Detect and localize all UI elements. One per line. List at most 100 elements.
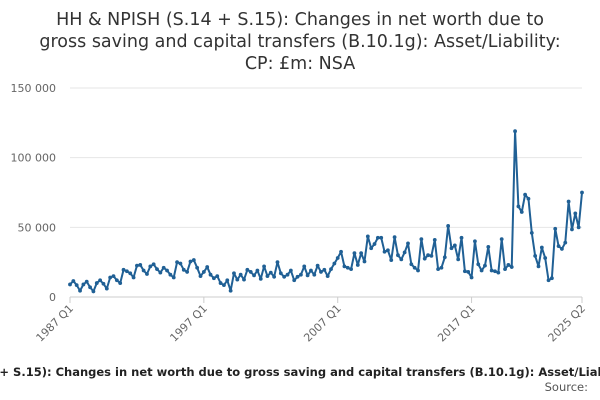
data-point[interactable]	[399, 257, 404, 262]
data-point[interactable]	[195, 265, 200, 270]
data-point[interactable]	[479, 268, 484, 273]
data-point[interactable]	[452, 243, 457, 248]
data-point[interactable]	[98, 278, 103, 283]
data-point[interactable]	[533, 254, 538, 258]
data-point[interactable]	[175, 260, 179, 265]
data-point[interactable]	[523, 192, 528, 197]
data-point[interactable]	[483, 263, 487, 268]
data-point[interactable]	[71, 279, 76, 283]
data-point[interactable]	[124, 269, 129, 274]
data-point[interactable]	[456, 257, 461, 262]
data-point[interactable]	[432, 237, 437, 242]
data-point[interactable]	[486, 244, 491, 249]
data-point[interactable]	[352, 251, 357, 256]
data-point[interactable]	[309, 268, 313, 273]
data-point[interactable]	[556, 244, 561, 249]
data-point[interactable]	[268, 270, 273, 275]
data-point[interactable]	[292, 278, 297, 283]
data-point[interactable]	[135, 263, 139, 268]
data-point[interactable]	[205, 265, 210, 269]
data-point[interactable]	[255, 268, 260, 273]
data-point[interactable]	[459, 235, 464, 240]
data-point[interactable]	[151, 262, 156, 267]
data-point[interactable]	[439, 265, 444, 270]
data-point[interactable]	[375, 235, 380, 240]
data-point[interactable]	[422, 256, 427, 261]
data-point[interactable]	[442, 255, 447, 260]
data-point[interactable]	[305, 273, 310, 278]
data-point[interactable]	[529, 231, 534, 235]
data-point[interactable]	[503, 267, 507, 272]
data-point[interactable]	[419, 237, 424, 242]
data-point[interactable]	[282, 274, 287, 279]
data-point[interactable]	[576, 225, 581, 230]
data-point[interactable]	[369, 246, 374, 251]
data-point[interactable]	[339, 249, 343, 254]
data-point[interactable]	[543, 256, 548, 260]
data-point[interactable]	[275, 260, 280, 265]
data-point[interactable]	[392, 235, 397, 239]
data-point[interactable]	[198, 274, 203, 278]
data-point[interactable]	[329, 267, 333, 272]
data-point[interactable]	[288, 268, 293, 273]
data-point[interactable]	[225, 278, 230, 283]
data-point[interactable]	[235, 277, 240, 282]
data-point[interactable]	[88, 285, 92, 290]
data-point[interactable]	[446, 224, 451, 228]
data-point[interactable]	[372, 242, 377, 246]
data-point[interactable]	[91, 289, 96, 294]
data-point[interactable]	[128, 271, 133, 276]
data-point[interactable]	[493, 269, 497, 274]
data-point[interactable]	[285, 272, 290, 277]
data-point[interactable]	[553, 226, 558, 231]
data-point[interactable]	[222, 283, 226, 288]
data-point[interactable]	[473, 239, 477, 244]
data-point[interactable]	[232, 271, 236, 276]
data-point[interactable]	[101, 281, 106, 286]
data-point[interactable]	[81, 282, 86, 287]
data-point[interactable]	[560, 247, 564, 251]
data-point[interactable]	[218, 281, 223, 285]
data-point[interactable]	[335, 256, 340, 260]
data-point[interactable]	[466, 270, 471, 274]
data-point[interactable]	[252, 273, 256, 278]
data-point[interactable]	[519, 210, 524, 214]
data-point[interactable]	[516, 204, 521, 209]
data-point[interactable]	[396, 253, 400, 258]
data-point[interactable]	[509, 265, 514, 269]
data-point[interactable]	[436, 267, 440, 272]
data-point[interactable]	[570, 227, 574, 232]
data-point[interactable]	[469, 275, 474, 280]
data-point[interactable]	[365, 234, 370, 239]
data-point[interactable]	[262, 264, 266, 269]
data-point[interactable]	[402, 250, 407, 255]
data-point[interactable]	[449, 246, 454, 251]
data-point[interactable]	[258, 276, 263, 281]
data-point[interactable]	[406, 241, 410, 246]
data-point[interactable]	[496, 270, 501, 275]
data-point[interactable]	[315, 263, 320, 268]
data-point[interactable]	[78, 288, 82, 293]
data-point[interactable]	[181, 267, 186, 272]
data-point[interactable]	[325, 274, 330, 278]
data-point[interactable]	[345, 265, 350, 270]
data-point[interactable]	[546, 278, 551, 283]
data-point[interactable]	[188, 259, 193, 264]
data-point[interactable]	[104, 286, 109, 291]
data-point[interactable]	[489, 268, 494, 273]
data-point[interactable]	[359, 251, 364, 256]
data-point[interactable]	[245, 267, 250, 272]
data-point[interactable]	[148, 264, 153, 269]
data-point[interactable]	[242, 277, 246, 282]
data-point[interactable]	[228, 288, 233, 293]
data-point[interactable]	[215, 274, 220, 278]
data-point[interactable]	[332, 261, 337, 266]
data-point[interactable]	[319, 270, 323, 274]
data-point[interactable]	[118, 281, 123, 285]
data-point[interactable]	[131, 275, 136, 280]
data-point[interactable]	[145, 272, 149, 276]
data-point[interactable]	[138, 263, 143, 267]
data-point[interactable]	[171, 275, 176, 280]
data-point[interactable]	[412, 265, 417, 270]
data-point[interactable]	[84, 279, 89, 284]
